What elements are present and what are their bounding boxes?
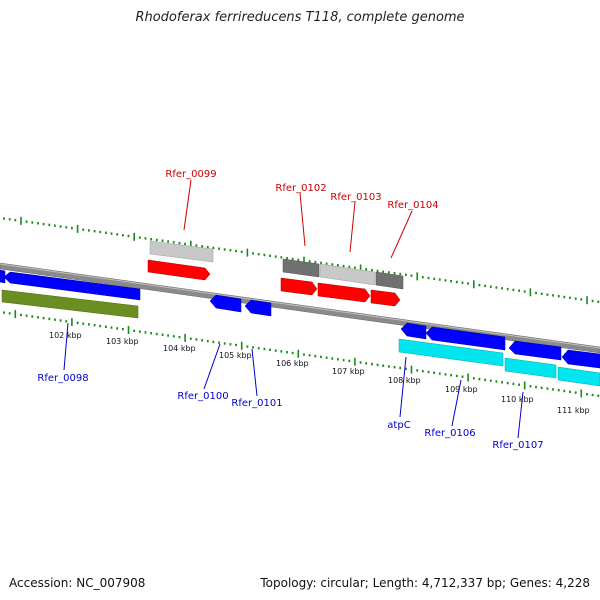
gene-rfer-0100-blue[interactable] [209, 294, 242, 313]
gene-rfer-0102-red[interactable] [280, 277, 318, 296]
gene-right-edge-blue[interactable] [561, 349, 600, 369]
lower-tick-track [3, 310, 600, 398]
gene-rfer-0107-blue[interactable] [508, 340, 562, 361]
kbp-label: 107 kbp [332, 367, 365, 376]
gene-atpc-cyan[interactable] [398, 338, 504, 367]
kbp-label: 111 kbp [557, 406, 590, 415]
gene-rfer-0103-red[interactable] [317, 282, 371, 303]
gene-label-rfer-0104[interactable]: Rfer_0104 [387, 200, 438, 211]
gene-label-rfer-0100[interactable]: Rfer_0100 [177, 391, 228, 402]
gene-rfer-0098-olive[interactable] [1, 289, 139, 319]
accession-text: Accession: NC_007908 [9, 576, 146, 590]
gene-rfer-0101-blue[interactable] [244, 299, 272, 317]
gene-rfer-0106-cyan[interactable] [504, 357, 557, 379]
kbp-label: 108 kbp [388, 376, 421, 385]
gene-rfer-0106-blue[interactable] [425, 326, 506, 351]
gene-rfer-0104-red[interactable] [370, 289, 401, 307]
kbp-label: 109 kbp [445, 385, 478, 394]
gene-label-rfer-0103[interactable]: Rfer_0103 [330, 192, 381, 203]
gene-rfer-0104-dark[interactable] [375, 271, 404, 290]
gene-label-rfer-0101[interactable]: Rfer_0101 [231, 398, 282, 409]
upper-tick-track [3, 216, 600, 305]
gene-left-edge-blue[interactable] [0, 269, 6, 284]
kbp-label: 104 kbp [163, 344, 196, 353]
topology-text: Topology: circular; Length: 4,712,337 bp… [260, 576, 590, 590]
gene-rfer-0102-dark[interactable] [282, 258, 320, 278]
kbp-label: 105 kbp [219, 351, 252, 360]
gene-rfer-0099-red[interactable] [147, 259, 211, 281]
genome-title: Rhodoferax ferrireducens T118, complete … [135, 10, 465, 25]
gene-rfer-0107-cyan[interactable] [557, 366, 600, 387]
kbp-label: 102 kbp [49, 331, 82, 340]
kbp-label: 110 kbp [501, 395, 534, 404]
gene-label-rfer-0099[interactable]: Rfer_0099 [165, 169, 216, 180]
gene-label-rfer-0098[interactable]: Rfer_0098 [37, 373, 88, 384]
gene-label-rfer-0107[interactable]: Rfer_0107 [492, 440, 543, 451]
gene-label-atpc[interactable]: atpC [387, 420, 410, 431]
gene-label-rfer-0106[interactable]: Rfer_0106 [424, 428, 475, 439]
gene-rfer-0099-gray[interactable] [149, 240, 214, 263]
gene-label-rfer-0102[interactable]: Rfer_0102 [275, 183, 326, 194]
kbp-label: 103 kbp [106, 337, 139, 346]
kbp-label: 106 kbp [276, 359, 309, 368]
gene-rfer-0098-blue[interactable] [3, 271, 141, 301]
gene-atpc-blue[interactable] [400, 322, 427, 340]
gene-rfer-0103-light[interactable] [319, 263, 376, 286]
